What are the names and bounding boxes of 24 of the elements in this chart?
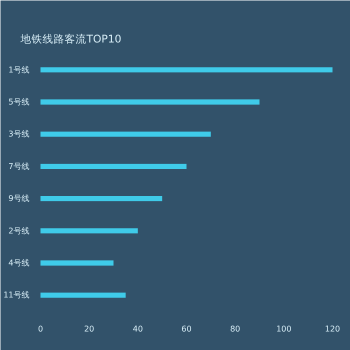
bar	[40, 228, 138, 234]
y-tick-label: 4号线	[8, 258, 30, 268]
y-tick-label: 1号线	[8, 65, 30, 74]
y-tick-label: 7号线	[8, 162, 30, 171]
y-tick-label: 5号线	[8, 98, 30, 107]
x-tick-label: 0	[38, 324, 44, 334]
x-tick-label: 40	[132, 324, 143, 334]
chart-title: 地铁线路客流TOP10	[20, 32, 122, 46]
bar	[40, 164, 186, 169]
bar	[40, 260, 114, 266]
x-tick-label: 60	[181, 324, 192, 334]
bar	[40, 67, 332, 72]
y-tick-label: 2号线	[8, 226, 30, 236]
y-tick-label: 11号线	[3, 290, 30, 300]
x-tick-label: 80	[230, 324, 240, 334]
y-tick-label: 3号线	[8, 130, 30, 139]
bar	[40, 292, 126, 298]
bar	[40, 99, 260, 105]
x-tick-label: 20	[84, 324, 94, 334]
bar	[40, 196, 162, 202]
bar	[40, 132, 211, 137]
y-tick-label: 9号线	[8, 194, 30, 204]
x-tick-label: 100	[276, 324, 292, 334]
x-tick-label: 120	[324, 324, 340, 334]
